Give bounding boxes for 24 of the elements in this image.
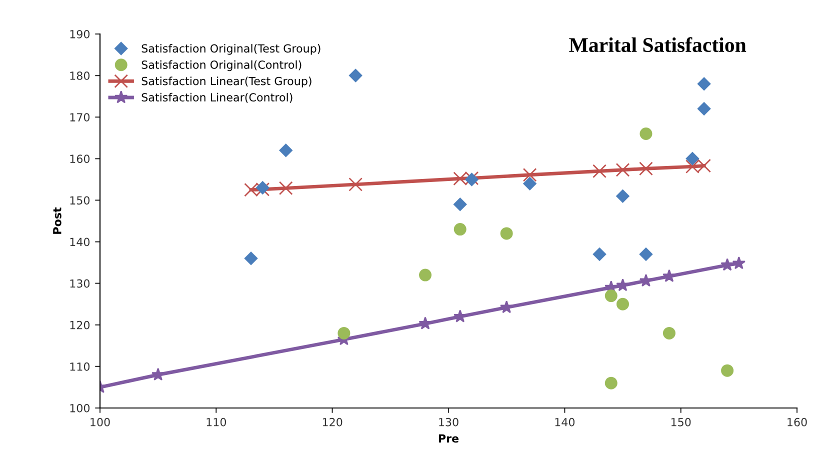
y-tick-label: 130 bbox=[70, 279, 90, 288]
x-tick-label: 100 bbox=[90, 418, 110, 426]
legend-label: Satisfaction Linear(Control) bbox=[142, 92, 292, 103]
y-tick-label: 120 bbox=[70, 320, 90, 330]
y-tick-label: 170 bbox=[70, 113, 90, 122]
y-tick-label: 180 bbox=[70, 72, 90, 80]
legend-label: Satisfaction Linear(Test Group) bbox=[142, 76, 312, 88]
legend-label: Satisfaction Original(Control) bbox=[142, 60, 302, 72]
y-axis-title: Post bbox=[53, 207, 62, 234]
x-axis-title: Pre bbox=[438, 434, 459, 443]
y-tick-label: 190 bbox=[70, 30, 90, 38]
x-tick-label: 110 bbox=[206, 418, 226, 426]
y-tick-label: 160 bbox=[70, 154, 90, 164]
x-tick-label: 130 bbox=[439, 418, 458, 426]
x-tick-label: 150 bbox=[671, 418, 691, 426]
x-tick-label: 140 bbox=[555, 418, 575, 426]
y-tick-label: 150 bbox=[70, 196, 90, 205]
y-tick-label: 110 bbox=[70, 362, 90, 371]
y-tick-label: 140 bbox=[70, 238, 90, 246]
x-tick-label: 160 bbox=[788, 418, 807, 426]
x-tick-label: 120 bbox=[322, 418, 342, 426]
legend-label: Satisfaction Original(Test Group) bbox=[142, 44, 320, 55]
chart-title: Marital Satisfaction bbox=[569, 37, 746, 52]
y-tick-label: 100 bbox=[70, 404, 90, 412]
